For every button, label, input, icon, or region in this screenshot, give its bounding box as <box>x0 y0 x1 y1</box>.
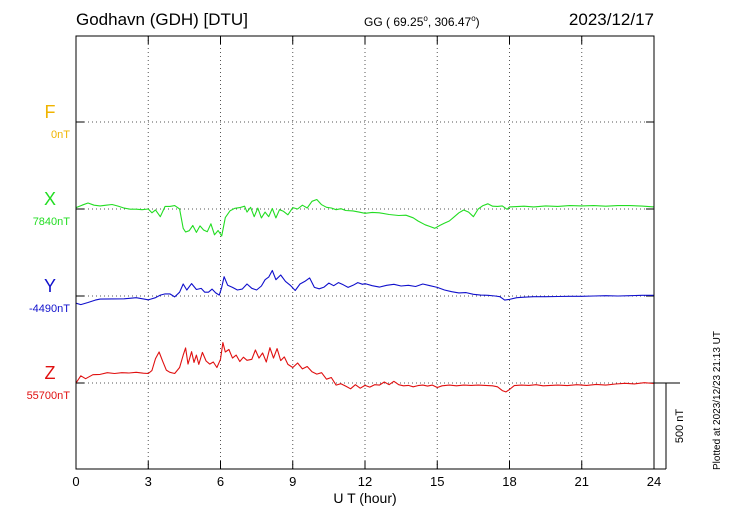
x-tick-label: 21 <box>575 474 589 489</box>
series-lines <box>75 198 655 393</box>
series-baseline-label-y: -4490nT <box>29 303 70 315</box>
x-tick-label: 15 <box>430 474 444 489</box>
degree-mark: o <box>423 14 428 23</box>
series-labels: F 0nT X 7840nT Y -4490nT Z 55700nT <box>27 102 71 402</box>
x-axis-title: U T (hour) <box>333 490 396 506</box>
coords-suffix: ) <box>475 15 480 29</box>
coords-prefix: GG ( 69.25 <box>364 15 424 29</box>
x-tick-label: 3 <box>145 474 152 489</box>
plot-date: 2023/12/17 <box>568 10 654 29</box>
x-tick-label: 0 <box>72 474 79 489</box>
x-axis-ticks: 0 3 6 9 12 15 18 21 24 <box>72 36 661 489</box>
series-baseline-label-f: 0nT <box>51 129 70 141</box>
x-tick-label: 24 <box>647 474 661 489</box>
series-line-x <box>75 198 655 237</box>
x-tick-label: 18 <box>502 474 516 489</box>
plotted-timestamp: Plotted at 2023/12/23 21:13 UT <box>712 331 723 470</box>
scale-bar-label: 500 nT <box>674 409 686 444</box>
coords-mid: , 306.47 <box>427 15 472 29</box>
series-line-z <box>75 342 655 393</box>
series-letter-x: X <box>44 189 56 209</box>
series-letter-f: F <box>45 102 56 122</box>
series-letter-z: Z <box>45 363 56 383</box>
station-title: Godhavn (GDH) [DTU] <box>76 10 248 29</box>
x-tick-label: 12 <box>358 474 372 489</box>
geomagnetic-coords: GG ( 69.25o, 306.47o) <box>364 14 480 29</box>
x-tick-label: 6 <box>217 474 224 489</box>
series-baseline-label-z: 55700nT <box>27 390 71 402</box>
scale-bar: 500 nT <box>654 382 686 470</box>
series-baseline-label-x: 7840nT <box>33 216 71 228</box>
series-letter-y: Y <box>44 276 56 296</box>
x-tick-label: 9 <box>289 474 296 489</box>
grid <box>147 36 583 469</box>
series-line-y <box>75 269 654 306</box>
degree-mark: o <box>471 14 476 23</box>
